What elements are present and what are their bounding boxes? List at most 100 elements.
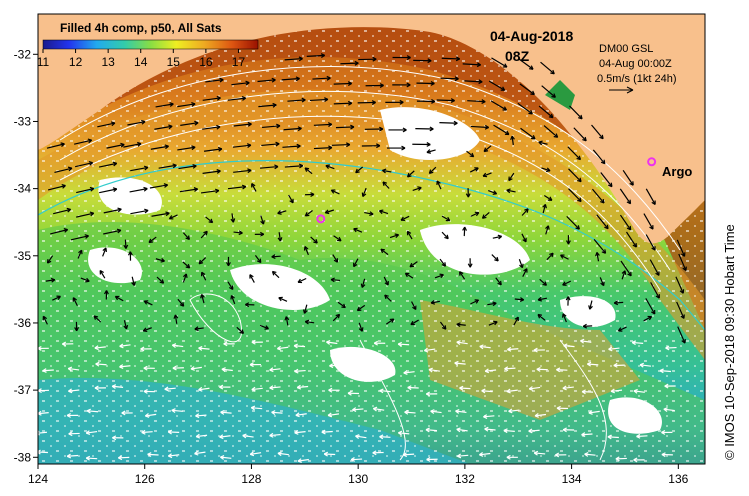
current-arrowhead [195,413,200,419]
current-arrow [38,431,47,434]
current-arrow [596,252,600,262]
current-arrowhead [298,163,304,169]
current-arrow [297,277,307,283]
current-arrowhead [68,431,73,437]
current-arrowhead [200,294,205,299]
current-arrow [115,295,124,302]
current-arrowhead [277,345,282,351]
current-arrowhead [429,126,434,132]
current-arrowhead [93,315,99,320]
current-arrowhead [94,345,99,351]
current-arrow [469,167,479,173]
current-arrow [106,143,125,149]
current-arrowhead [378,209,384,215]
current-arrowhead [522,237,527,243]
current-arrow [407,170,415,178]
current-arrow [645,188,656,205]
current-arrowhead [397,341,403,347]
current-arrow [488,190,497,195]
current-arrow [72,297,78,307]
current-arrowhead [360,283,366,288]
current-arrowhead [143,365,148,371]
current-arrow [340,62,359,65]
current-arrowhead [581,432,586,437]
current-arrowhead [337,236,342,242]
current-arrow [582,391,594,393]
current-arrow [541,167,551,172]
current-arrow [352,408,364,411]
current-arrowhead [493,320,498,326]
current-arrow [130,166,149,172]
current-arrowhead [313,239,318,244]
colorbar: Filled 4h comp, p50, All Sats 11 12 13 14 15… [37,21,259,69]
current-arrowhead [144,208,149,214]
current-arrowhead [228,285,234,290]
current-arrow [103,229,121,235]
current-arrow [511,136,514,146]
current-arrow [155,258,165,262]
current-arrow [143,300,153,306]
current-arrow [331,143,350,146]
current-arrowhead [355,168,360,174]
current-arrowhead [347,361,352,367]
current-arrow [591,124,604,140]
current-arrow [141,431,153,434]
current-arrowhead [626,199,632,205]
current-arrowhead [430,409,435,415]
current-arrow [295,413,307,416]
current-arrow [538,141,548,145]
current-arrowhead [114,295,120,301]
current-arrowhead [371,100,376,105]
current-arrowhead [379,126,384,132]
current-arrow [278,297,288,302]
current-arrowhead [277,237,283,242]
current-arrow [459,271,466,280]
current-arrow [77,249,83,259]
current-arrowhead [66,207,72,213]
current-arrow [93,315,102,323]
current-arrow [406,230,413,240]
current-arrowhead [271,270,277,276]
current-arrowhead [406,55,411,61]
current-arrowhead [120,142,125,148]
current-arrow [430,300,441,304]
current-arrow [462,63,481,66]
current-arrow [233,231,243,234]
current-arrowhead [608,346,613,352]
current-arrowhead [481,214,487,219]
current-arrow [534,452,546,455]
colorbar-tick-label: 16 [199,55,213,69]
current-arrow [278,232,282,242]
current-arrow [482,172,492,177]
current-arrow [53,208,71,215]
current-arrowhead [577,177,582,183]
current-arrowhead [323,451,329,457]
current-arrowhead [436,180,441,185]
current-arrowhead [67,166,73,172]
current-arrow [45,279,55,282]
current-arrow [398,343,410,346]
current-arrow [233,123,252,127]
current-arrowhead [506,454,511,460]
current-arrow [262,125,281,129]
current-arrow [205,216,214,224]
current-arrow [607,436,619,439]
current-arrow [569,105,583,120]
current-arrow [493,124,510,135]
current-arrow [357,304,366,312]
current-arrowhead [194,450,199,456]
current-arrowhead [171,343,177,348]
current-arrow [625,231,637,248]
argo-label: Argo [662,164,692,179]
current-arrowhead [530,90,535,96]
current-arrowhead [504,130,510,136]
current-arrowhead [330,277,335,283]
current-arrow [398,432,410,435]
current-arrow [383,276,389,286]
current-arrowhead [423,347,429,353]
current-arrowhead [179,302,185,307]
current-arrow [503,429,515,432]
current-arrow [236,326,244,334]
current-arrowhead [127,251,133,256]
current-arrowhead [294,429,299,435]
